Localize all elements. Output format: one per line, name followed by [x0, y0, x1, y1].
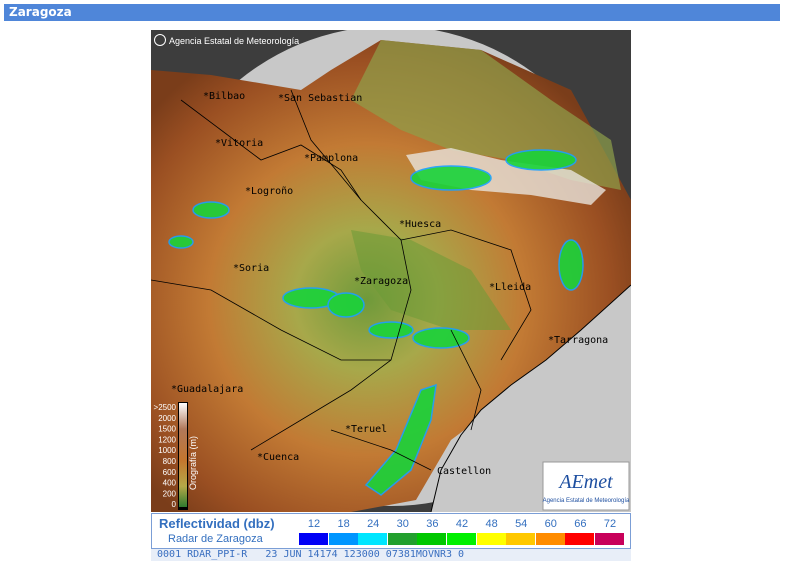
legend-title: Reflectividad (dbz) [159, 516, 275, 531]
orography-label: 1000 [158, 446, 176, 455]
status-line: 0001 RDAR_PPI-R 23 JUN 14174 123000 0738… [151, 549, 631, 561]
legend-level: 30 [396, 518, 409, 530]
orography-label: 1200 [158, 435, 176, 444]
sea [431, 285, 631, 512]
orography-label: 1500 [158, 425, 176, 434]
logo-box [542, 461, 630, 511]
legend-color [595, 533, 624, 545]
legend-level: 66 [574, 518, 587, 530]
legend-level: 12 [307, 518, 321, 530]
city-label: *Lleida [489, 282, 531, 293]
orography-label: 600 [163, 468, 177, 477]
city-label: *Teruel [345, 424, 387, 435]
orography-label: 800 [163, 457, 177, 466]
orography-label: >2500 [154, 403, 177, 412]
legend-level: 60 [544, 518, 557, 530]
legend-level: 24 [367, 518, 380, 530]
legend-level: 18 [337, 518, 350, 530]
legend-level: 72 [603, 518, 617, 530]
snow-peaks [406, 148, 606, 205]
legend-color [299, 533, 328, 545]
legend-color [328, 533, 358, 545]
city-label: *Tarragona [548, 335, 608, 346]
city-label: *Zaragoza [354, 276, 408, 287]
city-label: *San Sebastian [278, 93, 362, 104]
legend-color [358, 533, 388, 545]
legend-level: 36 [426, 518, 439, 530]
legend-color [417, 533, 447, 545]
copyright-symbol [154, 34, 166, 46]
legend-level: 48 [485, 518, 498, 530]
echoes [168, 149, 584, 496]
ebro-valley [351, 230, 511, 330]
legend-subtitle: Radar de Zaragoza [168, 533, 263, 545]
orography-bar [179, 403, 187, 507]
legend-color [387, 533, 417, 545]
city-label: *Pamplona [304, 153, 358, 164]
orography-label: 200 [163, 489, 177, 498]
legend-color [565, 533, 595, 545]
city-label: Castellon [437, 466, 491, 477]
city-label: *Cuenca [257, 452, 299, 463]
legend-color [447, 533, 476, 545]
city-label: *Guadalajara [171, 384, 243, 395]
orography-label: 400 [163, 479, 177, 488]
city-label: *Vitoria [215, 138, 263, 149]
legend-level: 54 [515, 518, 528, 530]
logo-caption: Agencia Estatal de Meteorología [543, 498, 630, 504]
legend-color [535, 533, 565, 545]
orography-label: 2000 [158, 414, 176, 423]
header-title: Zaragoza [4, 4, 780, 21]
city-label: *Bilbao [203, 91, 245, 102]
city-label: *Logroño [245, 186, 293, 197]
city-label: *Soria [233, 263, 269, 274]
coastline [430, 284, 631, 512]
orography-label: 0 [172, 500, 177, 509]
city-label: *Huesca [399, 219, 441, 230]
logo: AEmet [557, 471, 613, 493]
radar-map: Agencia Estatal de Meteorología *Bilbao … [151, 30, 631, 512]
credit: Agencia Estatal de Meteorología [169, 36, 299, 46]
legend: Reflectividad (dbz) Radar de Zaragoza 12… [151, 513, 631, 549]
borders [151, 89, 532, 471]
orography-title: Orografía (m) [188, 436, 198, 490]
legend-color [476, 533, 506, 545]
legend-level: 42 [455, 518, 469, 530]
legend-color [506, 533, 536, 545]
